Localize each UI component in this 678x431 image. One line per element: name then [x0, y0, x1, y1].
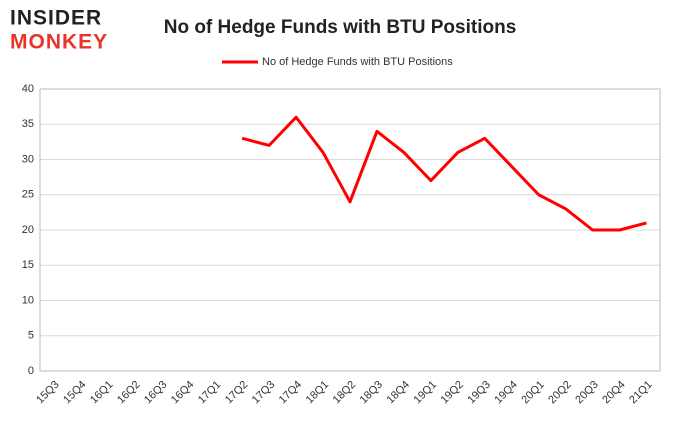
x-tick-label: 20Q1 — [519, 379, 547, 407]
x-tick-label: 17Q4 — [277, 379, 305, 407]
logo-line1: INSIDER — [10, 7, 102, 30]
x-tick-label: 15Q3 — [34, 379, 62, 407]
chart-title: No of Hedge Funds with BTU Positions — [164, 17, 517, 38]
series-line — [241, 115, 647, 232]
x-tick-label: 20Q3 — [573, 379, 601, 407]
logo-line2: MONKEY — [10, 31, 108, 54]
y-tick-label: 20 — [22, 224, 34, 236]
x-tick-label: 17Q3 — [250, 379, 278, 407]
x-tick-label: 21Q1 — [627, 379, 655, 407]
x-tick-label: 19Q3 — [465, 379, 493, 407]
legend-label: No of Hedge Funds with BTU Positions — [262, 56, 453, 68]
x-tick-label: 16Q4 — [169, 379, 197, 407]
x-tick-label: 18Q4 — [385, 379, 413, 407]
y-tick-label: 25 — [22, 189, 34, 201]
y-tick-label: 10 — [22, 294, 34, 306]
x-tick-label: 18Q2 — [331, 379, 359, 407]
x-tick-label: 19Q4 — [492, 379, 520, 407]
x-tick-label: 18Q3 — [358, 379, 386, 407]
x-tick-label: 18Q1 — [304, 379, 332, 407]
y-tick-label: 40 — [22, 83, 34, 95]
x-tick-label: 17Q1 — [196, 379, 224, 407]
y-tick-label: 15 — [22, 259, 34, 271]
x-tick-label: 20Q2 — [546, 379, 574, 407]
x-tick-label: 15Q4 — [61, 379, 89, 407]
x-tick-label: 16Q3 — [142, 379, 170, 407]
plot-border — [39, 88, 661, 372]
y-tick-label: 0 — [28, 365, 34, 377]
x-tick-label: 17Q2 — [223, 379, 251, 407]
x-tick-label: 19Q2 — [438, 379, 466, 407]
x-tick-label: 20Q4 — [600, 379, 628, 407]
x-tick-label: 16Q2 — [115, 379, 143, 407]
y-tick-label: 30 — [22, 153, 34, 165]
x-tick-label: 19Q1 — [412, 379, 440, 407]
y-tick-label: 35 — [22, 118, 34, 130]
y-tick-label: 5 — [28, 330, 34, 342]
x-tick-label: 16Q1 — [88, 379, 116, 407]
